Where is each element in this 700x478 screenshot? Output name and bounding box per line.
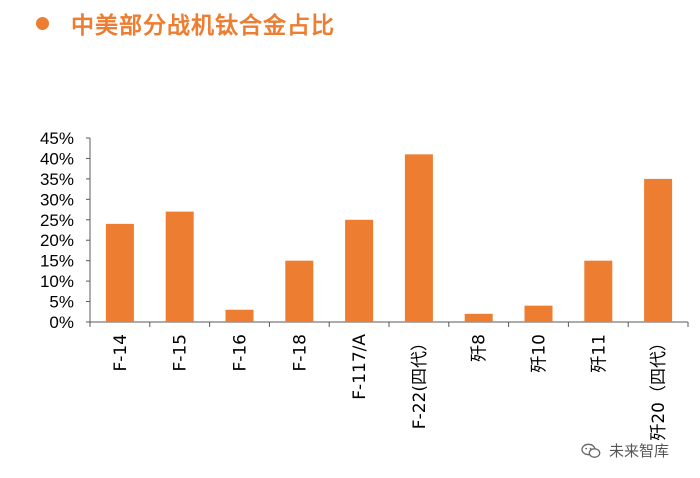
x-tick-label: F-15 (171, 334, 191, 372)
bar (225, 309, 254, 322)
watermark: 未来智库 (581, 440, 669, 461)
wechat-icon (581, 443, 601, 458)
bar (524, 305, 553, 322)
y-tick-label: 5% (49, 293, 74, 312)
bar (285, 260, 314, 322)
y-tick-label: 10% (40, 272, 74, 291)
x-tick-label: 歼8 (470, 334, 490, 362)
bullet-dot-icon (36, 16, 49, 30)
chart-title-row: 中美部分战机钛合金占比 (36, 6, 335, 40)
bar (464, 313, 493, 322)
y-tick-label: 25% (40, 211, 74, 230)
x-tick-label: F-117/A (350, 334, 370, 400)
x-tick-label: F-22(四代） (410, 334, 430, 429)
bar (404, 154, 433, 322)
x-tick-label: F-16 (231, 334, 251, 372)
y-tick-label: 30% (40, 190, 74, 209)
y-tick-label: 35% (40, 170, 74, 189)
y-tick-label: 0% (49, 313, 74, 332)
x-tick-label: F-14 (111, 334, 131, 372)
x-tick-label: 歼20（四代） (649, 334, 669, 441)
bar (105, 223, 134, 322)
y-tick-label: 45% (40, 129, 74, 148)
y-tick-label: 40% (40, 149, 74, 168)
bar (584, 260, 613, 322)
x-tick-label: 歼11 (589, 334, 609, 373)
chart-title: 中美部分战机钛合金占比 (71, 13, 335, 39)
y-tick-label: 15% (40, 252, 74, 271)
x-tick-label: F-18 (290, 334, 310, 372)
x-tick-label: 歼10 (530, 334, 550, 373)
bar (644, 178, 673, 322)
bar (165, 211, 194, 322)
watermark-text: 未来智库 (609, 442, 670, 460)
bar (345, 219, 374, 322)
y-tick-label: 20% (40, 231, 74, 250)
